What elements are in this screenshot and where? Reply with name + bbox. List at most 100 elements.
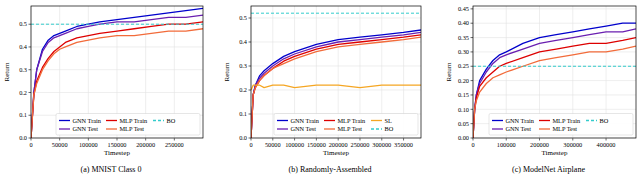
series-line <box>31 24 203 25</box>
y-tick <box>249 138 252 139</box>
series-line <box>31 15 203 138</box>
legend-swatch <box>324 128 335 129</box>
y-tick <box>249 90 252 91</box>
panel: 0500001000001500002000002500003000003500… <box>223 6 421 174</box>
series-line <box>473 29 636 138</box>
legend-label: GNN Train <box>73 117 102 124</box>
grid-line <box>473 8 636 9</box>
legend-label: MLP Test <box>553 125 578 132</box>
caption: (b) Randomly-Assembled <box>289 165 372 174</box>
x-axis-label: Timestep <box>542 149 568 157</box>
legend-swatch <box>277 128 288 129</box>
x-tick-label: 400000 <box>597 141 616 148</box>
y-tick <box>471 8 474 9</box>
plot-bg <box>31 6 203 138</box>
legend-swatch <box>324 120 335 121</box>
y-tick <box>471 23 474 24</box>
legend-label: MLP Test <box>338 125 363 132</box>
legend-label: GNN Test <box>73 125 99 132</box>
y-tick-label: 0.1 <box>239 110 247 117</box>
grid-line <box>31 24 203 25</box>
y-tick-label: 0.3 <box>19 66 27 73</box>
legend-label: SL <box>385 117 393 124</box>
legend-swatch <box>371 128 382 129</box>
x-tick-label: 100000 <box>285 141 304 148</box>
y-tick <box>249 42 252 43</box>
x-axis-label: Timestep <box>323 149 349 157</box>
y-tick-label: 0.05 <box>458 120 469 127</box>
frame <box>31 6 203 138</box>
y-tick <box>29 46 32 47</box>
y-tick-label: 0.3 <box>239 62 247 69</box>
caption: (a) MNIST Class 0 <box>81 165 142 174</box>
y-tick <box>29 24 32 25</box>
y-tick <box>29 115 32 116</box>
y-tick-label: 0.15 <box>458 91 469 98</box>
x-tick-label: 0 <box>29 141 32 148</box>
x-tick-label: 300000 <box>372 141 391 148</box>
legend-label: GNN Test <box>506 125 532 132</box>
y-tick-label: 0.20 <box>458 77 469 84</box>
legend-box <box>56 114 200 136</box>
figure: 0500001000001500002000002500000.00.10.20… <box>0 0 640 176</box>
y-axis-label: Return <box>223 62 231 82</box>
series-line <box>251 35 421 138</box>
y-tick-label: 0.5 <box>19 20 27 27</box>
y-tick-label: 0.2 <box>239 86 247 93</box>
y-tick <box>249 18 252 19</box>
series-line <box>251 30 421 138</box>
grid-line <box>473 37 636 38</box>
x-tick-label: 150000 <box>307 141 326 148</box>
y-tick <box>249 66 252 67</box>
legend: GNN TrainGNN TestMLP TrainMLP TestBO <box>56 114 200 136</box>
legend-box <box>274 114 418 136</box>
series-line <box>251 37 421 138</box>
legend-label: BO <box>385 125 394 132</box>
series-line <box>473 23 636 138</box>
x-tick-label: 0 <box>249 141 252 148</box>
series-line <box>251 13 421 14</box>
y-tick <box>471 66 474 67</box>
y-tick-label: 0.40 <box>458 19 469 26</box>
y-tick-label: 0.30 <box>458 48 469 55</box>
y-axis-label: Return <box>3 62 11 82</box>
grid-line <box>31 46 203 47</box>
x-tick-label: 200000 <box>530 141 549 148</box>
legend-label: BO <box>600 117 609 124</box>
legend: GNN TrainGNN TestMLP TrainMLP TestBO <box>489 114 633 136</box>
y-tick <box>29 138 32 139</box>
legend-label: MLP Train <box>338 117 366 124</box>
y-tick-label: 0.45 <box>458 5 469 12</box>
legend-swatch <box>586 120 597 121</box>
panel: 01000002000003000004000000.000.050.100.1… <box>445 5 636 174</box>
y-tick-label: 0.1 <box>19 111 27 118</box>
legend-label: MLP Train <box>120 117 148 124</box>
y-tick <box>471 138 474 139</box>
grid-line <box>473 80 636 81</box>
y-tick-label: 0.00 <box>458 134 469 141</box>
x-tick-label: 100000 <box>497 141 516 148</box>
x-tick-label: 250000 <box>165 141 184 148</box>
legend-label: GNN Train <box>506 117 535 124</box>
grid-line <box>31 69 203 70</box>
legend-swatch <box>59 120 70 121</box>
y-axis-label: Return <box>445 62 453 82</box>
grid-line <box>473 23 636 24</box>
y-tick-label: 0.5 <box>239 14 247 21</box>
panel: 0500001000001500002000002500000.00.10.20… <box>3 6 203 174</box>
legend-swatch <box>492 128 503 129</box>
series-group <box>31 8 203 138</box>
plot-bg <box>251 6 421 138</box>
legend-swatch <box>106 128 117 129</box>
series-line <box>31 22 203 138</box>
legend-swatch <box>371 120 382 121</box>
grid-line <box>272 6 273 138</box>
legend-swatch <box>277 120 288 121</box>
grid-line <box>473 109 636 110</box>
x-tick-label: 150000 <box>108 141 127 148</box>
grid-line <box>31 92 203 93</box>
legend-swatch <box>59 128 70 129</box>
y-tick-label: 0.0 <box>19 134 27 141</box>
x-axis-label: Timestep <box>104 149 130 157</box>
y-tick-label: 0.35 <box>458 34 469 41</box>
